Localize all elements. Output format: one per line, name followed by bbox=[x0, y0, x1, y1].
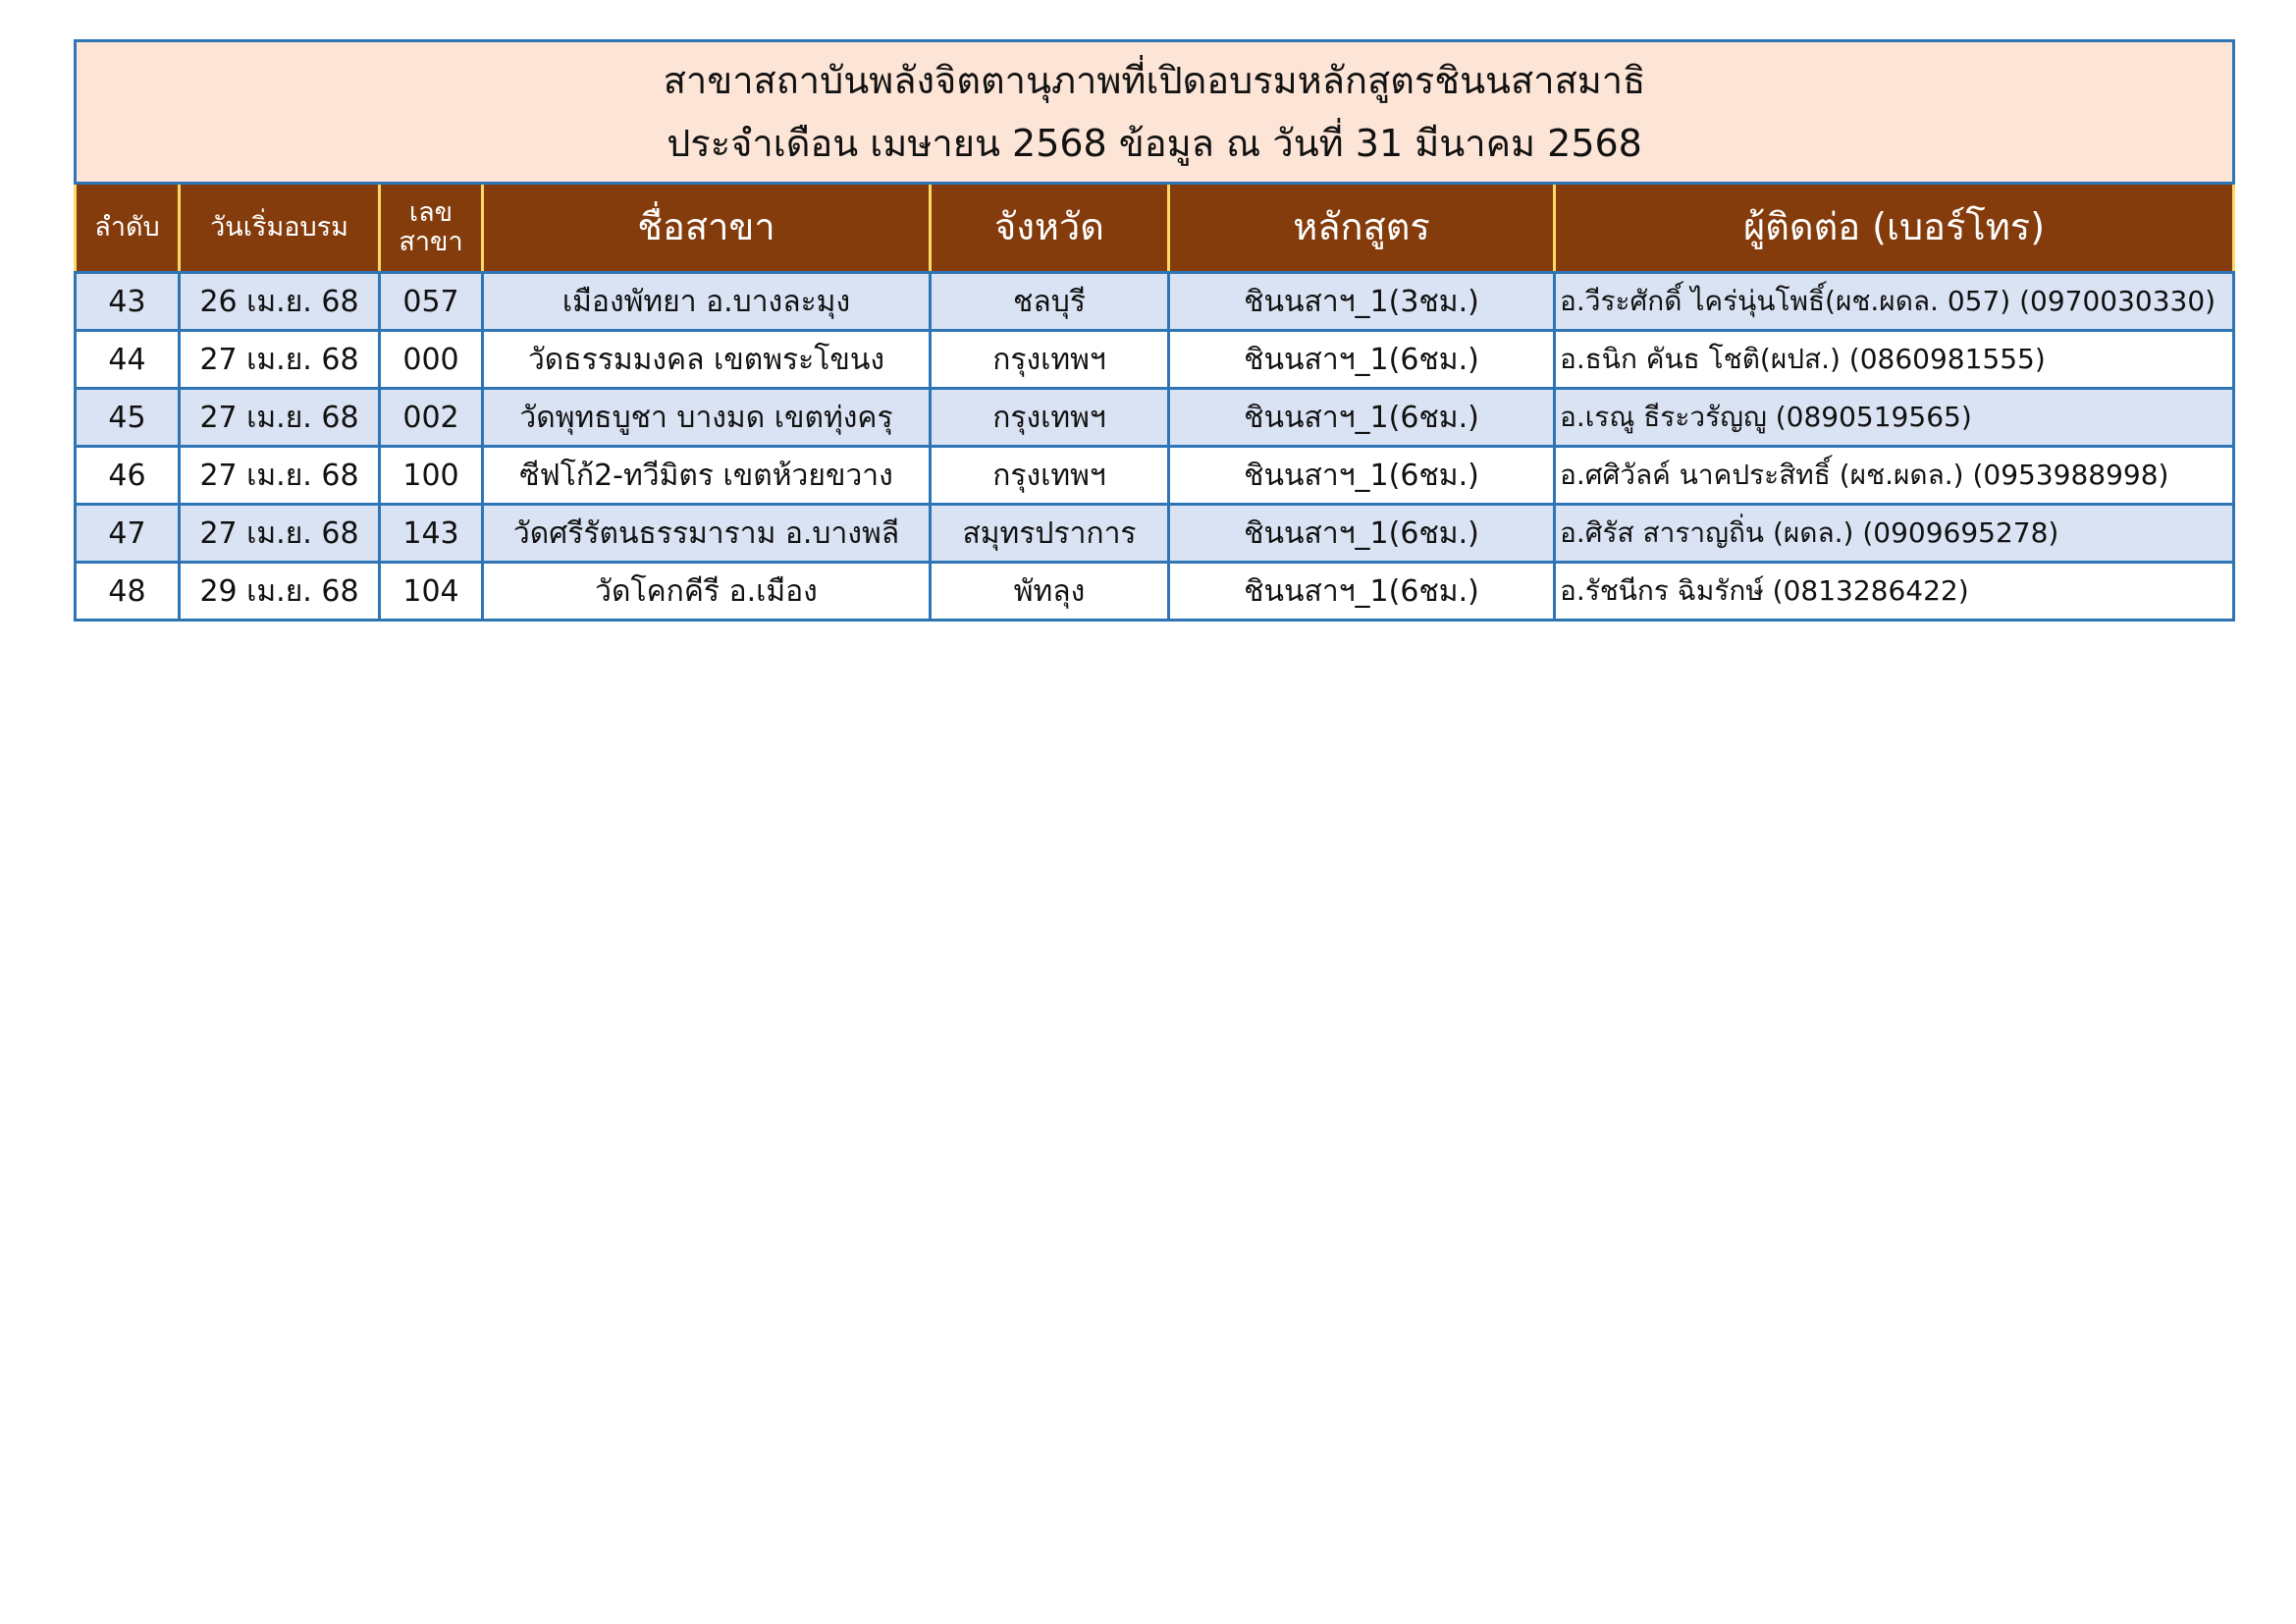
table-cell: ชินนสาฯ_1(6ชม.) bbox=[1167, 329, 1556, 390]
title-line: สาขาสถาบันพลังจิตตานุภาพที่เปิดอบรมหลักส… bbox=[663, 59, 1646, 102]
table-cell: 47 bbox=[74, 503, 181, 564]
table-cell: 143 bbox=[378, 503, 484, 564]
table-cell: 26 เม.ย. 68 bbox=[178, 271, 381, 332]
table-body: 43 26 เม.ย. 68 057 เมืองพัทยา อ.บางละมุง ชลบ… bbox=[74, 271, 2236, 622]
table-cell: 45 bbox=[74, 387, 181, 448]
table-cell: วัดโคกคีรี อ.เมือง bbox=[481, 561, 932, 622]
column-header: หลักสูตร bbox=[1167, 182, 1556, 274]
branch-table: สาขาสถาบันพลังจิตตานุภาพที่เปิดอบรมหลักส… bbox=[73, 39, 2236, 622]
table-cell: อ.ศศิวัลค์ นาคประสิทธิ์ (ผช.ผดล.) (09539… bbox=[1552, 445, 2236, 506]
table-cell: 43 bbox=[74, 271, 181, 332]
table-cell: 000 bbox=[378, 329, 484, 390]
table-cell: ชินนสาฯ_1(6ชม.) bbox=[1167, 445, 1556, 506]
table-row: 45 27 เม.ย. 68 002 วัดพุทธบูชา บางมด เขตทุ่… bbox=[74, 387, 2236, 448]
table-cell: 002 bbox=[378, 387, 484, 448]
table-row: 44 27 เม.ย. 68 000 วัดธรรมมงคล เขตพระโขนง กร… bbox=[74, 329, 2236, 390]
table-cell: 057 bbox=[378, 271, 484, 332]
table-cell: 100 bbox=[378, 445, 484, 506]
table-cell: ซีฟโก้2-ทวีมิตร เขตห้วยขวาง bbox=[481, 445, 932, 506]
table-cell: วัดศรีรัตนธรรมาราม อ.บางพลี bbox=[481, 503, 932, 564]
table-cell: 29 เม.ย. 68 bbox=[178, 561, 381, 622]
table-cell: วัดธรรมมงคล เขตพระโขนง bbox=[481, 329, 932, 390]
column-header: เลข สาขา bbox=[378, 182, 484, 274]
table-cell: ชินนสาฯ_1(6ชม.) bbox=[1167, 561, 1556, 622]
table-cell: พัทลุง bbox=[929, 561, 1170, 622]
table-row: 43 26 เม.ย. 68 057 เมืองพัทยา อ.บางละมุง ชลบ… bbox=[74, 271, 2236, 332]
header-row: ลำดับ วันเริ่มอบรม เลข สาขา ชื่อสาขา จังหวัด… bbox=[74, 182, 2236, 274]
table-cell: อ.เรณู ธีระวรัญญู (0890519565) bbox=[1552, 387, 2236, 448]
table-cell: วัดพุทธบูชา บางมด เขตทุ่งครุ bbox=[481, 387, 932, 448]
table-cell: 27 เม.ย. 68 bbox=[178, 503, 381, 564]
column-header: จังหวัด bbox=[929, 182, 1170, 274]
column-header: ลำดับ bbox=[74, 182, 181, 274]
table-cell: กรุงเทพฯ bbox=[929, 329, 1170, 390]
table-cell: กรุงเทพฯ bbox=[929, 445, 1170, 506]
table-cell: 27 เม.ย. 68 bbox=[178, 387, 381, 448]
title-line: ประจำเดือน เมษายน 2568 ข้อมูล ณ วันที่ 3… bbox=[667, 122, 1642, 165]
document: สาขาสถาบันพลังจิตตานุภาพที่เปิดอบรมหลักส… bbox=[73, 39, 2236, 622]
table-cell: อ.รัชนีกร ฉิมรักษ์ (0813286422) bbox=[1552, 561, 2236, 622]
table-cell: สมุทรปราการ bbox=[929, 503, 1170, 564]
table-cell: อ.ธนิก คันธ โชติ(ผปส.) (0860981555) bbox=[1552, 329, 2236, 390]
table-cell: 48 bbox=[74, 561, 181, 622]
table-cell: ชินนสาฯ_1(3ชม.) bbox=[1167, 271, 1556, 332]
table-row: 48 29 เม.ย. 68 104 วัดโคกคีรี อ.เมือง พัทลุง… bbox=[74, 561, 2236, 622]
table-row: 47 27 เม.ย. 68 143 วัดศรีรัตนธรรมาราม อ.บาง… bbox=[74, 503, 2236, 564]
table-cell: 27 เม.ย. 68 bbox=[178, 445, 381, 506]
title: สาขาสถาบันพลังจิตตานุภาพที่เปิดอบรมหลักส… bbox=[73, 39, 2236, 185]
table-cell: กรุงเทพฯ bbox=[929, 387, 1170, 448]
column-header: วันเริ่มอบรม bbox=[178, 182, 381, 274]
table-cell: 46 bbox=[74, 445, 181, 506]
table-cell: 27 เม.ย. 68 bbox=[178, 329, 381, 390]
table-cell: ชลบุรี bbox=[929, 271, 1170, 332]
table-cell: อ.วีระศักดิ์ ไคร่นุ่นโพธิ์(ผช.ผดล. 057) … bbox=[1552, 271, 2236, 332]
table-cell: อ.ศิรัส สาราญถิ่น (ผดล.) (0909695278) bbox=[1552, 503, 2236, 564]
table-cell: เมืองพัทยา อ.บางละมุง bbox=[481, 271, 932, 332]
table-cell: ชินนสาฯ_1(6ชม.) bbox=[1167, 503, 1556, 564]
table-row: 46 27 เม.ย. 68 100 ซีฟโก้2-ทวีมิตร เขตห้วยข… bbox=[74, 445, 2236, 506]
column-header: ผู้ติดต่อ (เบอร์โทร) bbox=[1552, 182, 2236, 274]
table-cell: 104 bbox=[378, 561, 484, 622]
table-cell: ชินนสาฯ_1(6ชม.) bbox=[1167, 387, 1556, 448]
table-cell: 44 bbox=[74, 329, 181, 390]
column-header: ชื่อสาขา bbox=[481, 182, 932, 274]
